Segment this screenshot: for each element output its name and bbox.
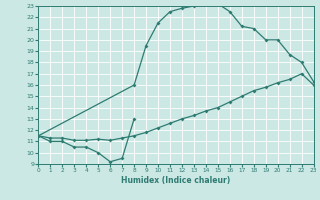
X-axis label: Humidex (Indice chaleur): Humidex (Indice chaleur): [121, 176, 231, 185]
